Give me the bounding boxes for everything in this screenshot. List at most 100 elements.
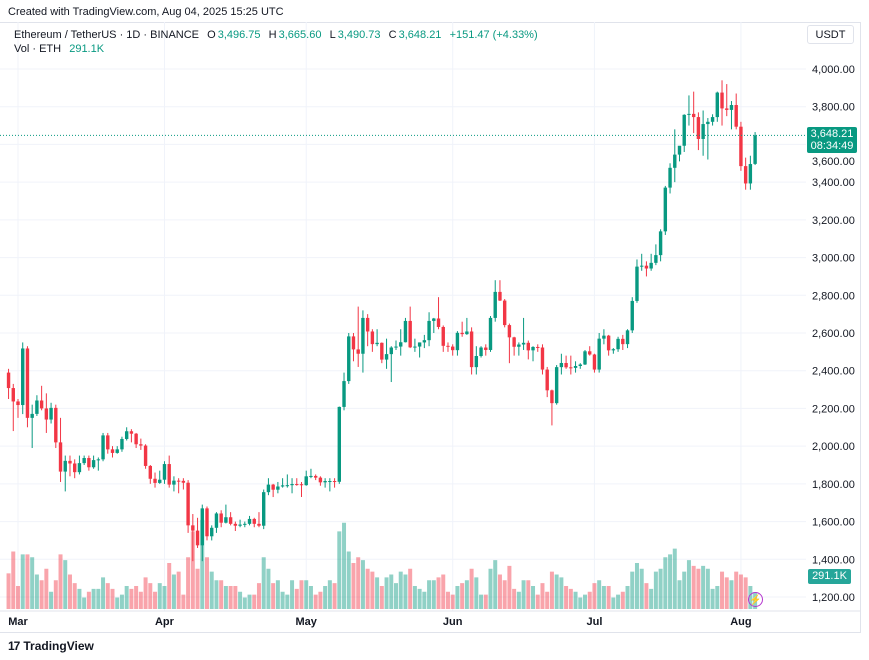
candle[interactable] <box>35 395 39 416</box>
candle[interactable] <box>370 329 375 352</box>
candle[interactable] <box>195 517 200 548</box>
candle[interactable] <box>44 393 49 433</box>
candle[interactable] <box>432 317 436 333</box>
candle[interactable] <box>512 336 516 356</box>
candle[interactable] <box>502 299 507 328</box>
candle[interactable] <box>384 338 389 369</box>
candle[interactable] <box>280 478 285 488</box>
candle[interactable] <box>403 317 408 343</box>
volume-label[interactable]: Vol · ETH <box>14 43 62 55</box>
candle[interactable] <box>474 346 479 375</box>
candle[interactable] <box>569 355 573 375</box>
candle[interactable] <box>120 436 124 452</box>
candle[interactable] <box>134 432 138 449</box>
candle[interactable] <box>536 344 540 352</box>
candle[interactable] <box>640 253 644 271</box>
candle[interactable] <box>739 121 743 171</box>
candle[interactable] <box>73 459 77 479</box>
candle[interactable] <box>172 476 176 492</box>
candle[interactable] <box>625 329 630 349</box>
candle[interactable] <box>252 517 256 528</box>
candle[interactable] <box>484 344 488 356</box>
candle[interactable] <box>446 342 450 352</box>
candle[interactable] <box>210 525 214 541</box>
candle[interactable] <box>16 399 20 418</box>
candle[interactable] <box>337 406 341 484</box>
candle[interactable] <box>233 521 238 531</box>
candle[interactable] <box>262 489 266 530</box>
candle[interactable] <box>706 118 710 160</box>
candle[interactable] <box>139 438 143 450</box>
candle[interactable] <box>148 465 152 484</box>
candle[interactable] <box>658 229 663 262</box>
candle[interactable] <box>668 163 672 194</box>
candle[interactable] <box>191 514 195 562</box>
candle[interactable] <box>323 478 327 488</box>
candle[interactable] <box>332 478 337 488</box>
candle[interactable] <box>521 317 526 350</box>
candle[interactable] <box>106 432 110 454</box>
candle[interactable] <box>309 468 313 479</box>
candle[interactable] <box>691 91 696 134</box>
candle[interactable] <box>649 253 653 271</box>
candle[interactable] <box>158 470 162 484</box>
candle[interactable] <box>540 344 545 375</box>
candle[interactable] <box>696 112 701 151</box>
candle[interactable] <box>351 333 356 362</box>
candle[interactable] <box>205 506 209 541</box>
candle[interactable] <box>517 342 521 356</box>
candle[interactable] <box>545 366 549 398</box>
symbol-title[interactable]: Ethereum / TetherUS · 1D · BINANCE <box>14 29 200 41</box>
candle[interactable] <box>96 457 101 471</box>
candle[interactable] <box>299 481 304 498</box>
candle[interactable] <box>313 474 318 481</box>
candle[interactable] <box>663 185 668 235</box>
candle[interactable] <box>271 483 275 498</box>
candle[interactable] <box>181 478 186 490</box>
candle[interactable] <box>200 504 204 562</box>
candle[interactable] <box>427 312 431 347</box>
candle[interactable] <box>375 329 379 347</box>
candle[interactable] <box>87 455 91 471</box>
candle[interactable] <box>380 342 384 364</box>
candle[interactable] <box>417 342 422 358</box>
candle[interactable] <box>507 323 512 364</box>
candle[interactable] <box>176 478 181 494</box>
candle[interactable] <box>550 389 554 426</box>
candle[interactable] <box>219 510 223 528</box>
candle[interactable] <box>743 157 748 190</box>
candle[interactable] <box>526 340 530 360</box>
candle[interactable] <box>715 91 719 122</box>
candle[interactable] <box>455 331 460 356</box>
candle[interactable] <box>753 132 757 166</box>
candle[interactable] <box>436 297 441 330</box>
candle[interactable] <box>224 504 228 524</box>
candle[interactable] <box>162 461 167 484</box>
candle[interactable] <box>573 361 578 373</box>
candle[interactable] <box>247 515 252 526</box>
candle[interactable] <box>734 93 738 130</box>
candle[interactable] <box>611 348 616 354</box>
candle[interactable] <box>399 329 403 356</box>
candle[interactable] <box>479 346 483 358</box>
candle[interactable] <box>276 481 280 494</box>
candle[interactable] <box>49 402 53 424</box>
candle[interactable] <box>394 340 398 350</box>
candle[interactable] <box>342 372 346 411</box>
candle[interactable] <box>58 417 63 482</box>
candle[interactable] <box>729 101 734 130</box>
candle[interactable] <box>285 474 290 488</box>
currency-button[interactable]: USDT <box>807 25 854 44</box>
candle[interactable] <box>725 84 729 117</box>
candle[interactable] <box>635 259 639 303</box>
candle[interactable] <box>238 519 242 528</box>
candle[interactable] <box>592 353 597 373</box>
candle[interactable] <box>143 444 148 469</box>
candle[interactable] <box>654 244 658 266</box>
lightning-icon[interactable]: ⚡ <box>748 592 763 607</box>
candle[interactable] <box>644 261 649 277</box>
candle[interactable] <box>68 455 72 477</box>
candle[interactable] <box>583 349 587 366</box>
candle[interactable] <box>257 512 261 528</box>
candle[interactable] <box>63 455 67 492</box>
